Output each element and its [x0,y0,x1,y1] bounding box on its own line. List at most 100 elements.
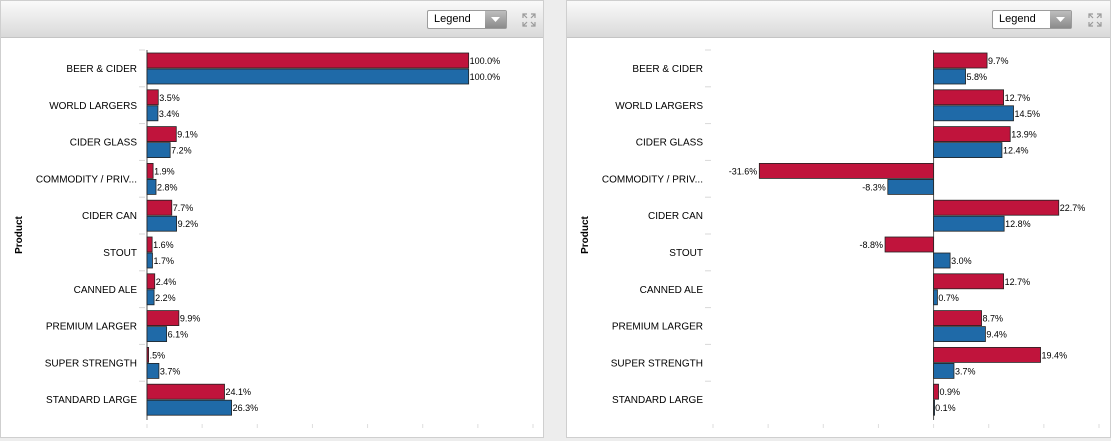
bar-series-a [146,126,177,142]
expand-icon[interactable] [521,12,537,28]
category-label: PREMIUM LARGER [46,322,137,333]
left-chart-panel: Legend Product BEER & CIDER 100.0% 100.0% WO… [0,0,544,438]
bar-series-b [887,178,934,195]
data-label: 22.7% [1060,203,1086,213]
legend-dropdown[interactable]: Legend [427,10,507,29]
category-label: CIDER GLASS [70,138,138,149]
bar-series-b [933,68,966,85]
data-label: 2.2% [155,293,176,303]
bar-series-b [146,326,168,343]
bar-series-a [758,163,934,179]
bar-series-b [933,252,951,269]
data-label: 3.0% [951,256,972,266]
bar-series-b [146,252,153,269]
data-label: 3.7% [955,366,976,376]
panel-header: Legend [1,1,543,38]
bar-series-b [146,178,157,195]
category-label: CANNED ALE [640,285,704,296]
category-label: SUPER STRENGTH [45,358,137,369]
bar-series-a [146,346,150,363]
data-label: 2.4% [156,277,177,287]
data-label: 1.7% [153,256,174,266]
data-label: 3.5% [159,93,180,103]
panel-header: Legend [567,1,1110,38]
category-label: STANDARD LARGE [46,395,137,406]
bar-series-a [146,310,180,327]
bar-series-b [146,142,171,158]
data-label: 12.4% [1003,146,1029,156]
bar-series-a [146,199,173,216]
data-label: 2.8% [157,182,178,192]
category-label: CANNED ALE [74,285,138,296]
bar-series-a [933,346,1041,363]
bar-series-a [933,89,1005,106]
data-label: -31.6% [729,166,758,176]
data-label: 24.1% [226,387,252,397]
bar-series-a [933,199,1060,216]
data-label: 0.9% [940,387,961,397]
data-label: 9.1% [177,130,198,140]
category-label: COMMODITY / PRIV... [602,174,703,185]
bar-series-b [933,289,938,306]
chart-right: Product BEER & CIDER 9.7%5.8% WORLD LARGERS… [580,49,1100,428]
bar-series-b [933,215,1005,232]
bar-series-b [146,68,470,85]
expand-icon[interactable] [1087,12,1103,28]
bar-series-a [146,89,159,106]
category-label: SUPER STRENGTH [611,358,703,369]
data-label: 9.9% [180,314,201,324]
data-label: 0.1% [935,403,956,413]
category-label: COMMODITY / PRIV... [36,174,137,185]
category-label: CIDER CAN [648,211,703,222]
bar-series-b [146,289,155,306]
data-label: 1.9% [154,166,175,176]
bar-series-b [933,399,935,416]
bar-series-b [933,105,1014,122]
bar-series-a [933,273,1005,290]
data-label: 3.7% [160,366,181,376]
data-label: 14.5% [1015,109,1041,119]
bar-series-b [146,399,232,416]
data-label: 26.3% [233,403,259,413]
legend-dropdown-label: Legend [434,13,471,25]
data-label: 9.2% [178,219,199,229]
data-label: 3.4% [159,109,180,119]
data-label: 5.8% [967,72,988,82]
data-label: -8.8% [860,240,884,250]
data-label: 100.0% [470,56,501,66]
data-label: 13.9% [1011,130,1037,140]
data-label: 100.0% [470,72,501,82]
data-label: -8.3% [862,182,886,192]
chevron-down-icon[interactable] [1050,11,1071,28]
data-label: 9.4% [986,330,1007,340]
right-chart-panel: Legend Product BEER & CIDER 9.7% 5.8% WORLD … [566,0,1111,438]
category-label: CIDER CAN [82,211,137,222]
chevron-down-icon[interactable] [485,11,506,28]
bar-series-a [146,52,470,69]
data-label: 6.1% [168,330,189,340]
bar-series-b [146,215,177,232]
y-axis-label: Product [14,215,25,253]
category-label: WORLD LARGERS [49,101,137,112]
category-label: STANDARD LARGE [612,395,703,406]
category-label: WORLD LARGERS [615,101,703,112]
category-label: BEER & CIDER [66,64,137,75]
data-label: 1.6% [153,240,174,250]
data-label: 7.2% [171,146,192,156]
bar-series-a [146,236,153,253]
bar-series-b [933,362,955,379]
data-label: 12.7% [1005,277,1031,287]
bar-series-b [933,326,986,343]
bar-series-b [146,362,160,379]
category-label: STOUT [669,248,703,259]
data-label: 9.7% [988,56,1009,66]
bar-series-a [884,236,934,253]
category-label: PREMIUM LARGER [612,322,703,333]
bar-series-b [933,142,1003,158]
bar-series-a [933,383,939,400]
bar-series-a [146,273,156,290]
category-label: STOUT [103,248,137,259]
y-axis-label: Product [580,215,591,253]
category-label: CIDER GLASS [636,138,704,149]
legend-dropdown[interactable]: Legend [992,10,1072,29]
